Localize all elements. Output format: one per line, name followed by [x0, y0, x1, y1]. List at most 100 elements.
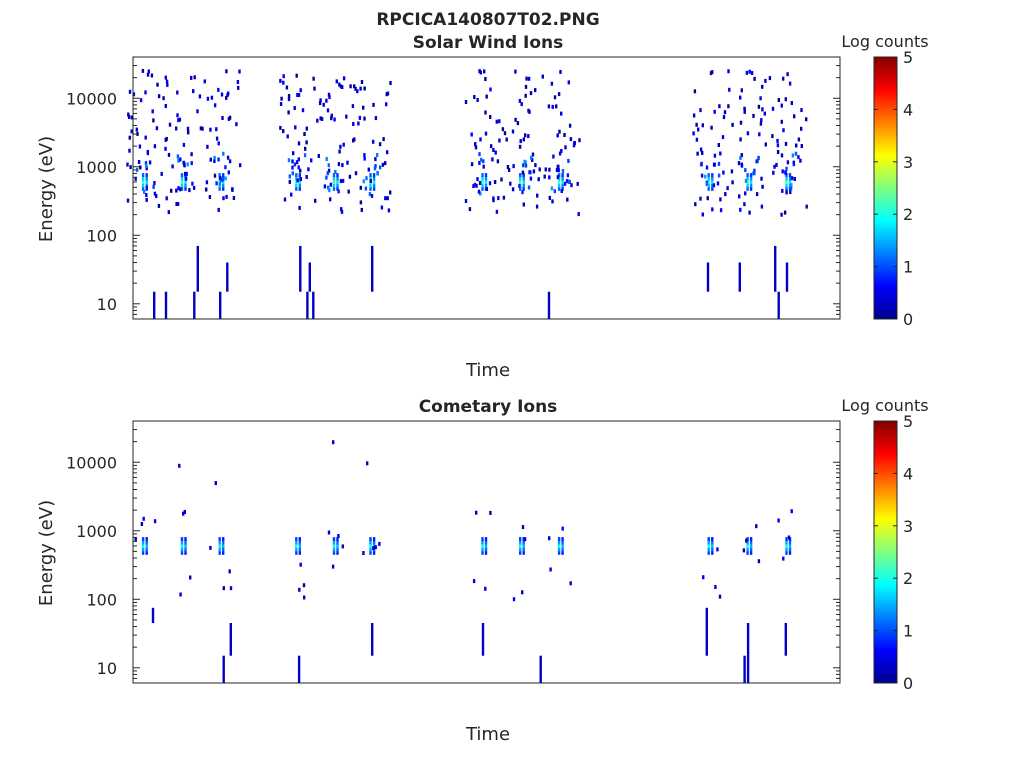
- heatmap-cell: [137, 160, 141, 164]
- heatmap-cell: [225, 194, 228, 199]
- heatmap-cell: [557, 186, 561, 191]
- heatmap-cell: [215, 181, 218, 186]
- colorbar-tick-label: 5: [903, 412, 913, 431]
- heatmap-cell: [780, 212, 783, 217]
- heatmap-cell: [180, 547, 184, 552]
- heatmap-cell: [707, 550, 710, 555]
- heatmap-cell: [366, 461, 369, 466]
- heatmap-cell: [782, 556, 785, 561]
- heatmap-cell: [332, 180, 336, 184]
- heatmap-cell: [338, 82, 341, 87]
- heatmap-cell: [279, 78, 282, 83]
- heatmap-cell: [566, 197, 569, 202]
- heatmap-cell: [775, 162, 778, 167]
- heatmap-cell: [340, 207, 343, 212]
- heatmap-cell: [555, 104, 558, 109]
- heatmap-cell: [786, 72, 789, 77]
- heatmap-cell: [561, 547, 564, 552]
- heatmap-cell: [478, 69, 481, 74]
- heatmap-cell: [164, 104, 167, 108]
- heatmap-cell: [328, 188, 331, 193]
- heatmap-cell: [753, 168, 756, 173]
- heatmap-cell: [217, 87, 220, 92]
- heatmap-cell: [192, 89, 195, 94]
- heatmap-cell: [176, 202, 180, 206]
- heatmap-cell: [478, 160, 481, 165]
- heatmap-cell: [488, 181, 492, 186]
- heatmap-cell: [184, 544, 187, 548]
- heatmap-cell: [484, 547, 488, 552]
- heatmap-cell: [127, 112, 130, 117]
- heatmap-cell: [522, 550, 525, 555]
- heatmap-cell: [193, 291, 196, 319]
- heatmap-cell: [707, 537, 710, 542]
- heatmap-cell: [518, 144, 522, 149]
- heatmap-cell: [130, 115, 134, 120]
- heatmap-cell: [187, 130, 190, 135]
- heatmap-cell: [369, 544, 372, 548]
- heatmap-cell: [773, 164, 776, 169]
- heatmap-cell: [286, 134, 289, 139]
- heatmap-cell: [384, 161, 387, 166]
- heatmap-cell: [782, 128, 785, 133]
- heatmap-cell: [522, 176, 525, 181]
- y-tick-label: 1000: [76, 158, 117, 177]
- colorbar-tick-label: 0: [903, 674, 913, 693]
- heatmap-cell: [548, 195, 551, 200]
- heatmap-cell: [332, 440, 335, 445]
- heatmap-cell: [196, 109, 199, 114]
- heatmap-cell: [470, 162, 474, 167]
- heatmap-cell: [184, 180, 187, 184]
- heatmap-cell: [694, 202, 697, 207]
- heatmap-cell: [279, 125, 282, 130]
- heatmap-cell: [495, 119, 498, 124]
- panel-title: Solar Wind Ions: [413, 33, 564, 53]
- y-tick-label: 10: [97, 295, 117, 314]
- heatmap-cell: [785, 544, 788, 548]
- heatmap-cell: [218, 550, 221, 555]
- heatmap-cell: [493, 180, 497, 184]
- heatmap-cell: [699, 108, 702, 113]
- heatmap-cell: [153, 191, 157, 196]
- heatmap-cell: [750, 71, 754, 75]
- heatmap-cell: [521, 190, 524, 195]
- heatmap-cell: [151, 109, 154, 114]
- heatmap-cell: [532, 169, 536, 174]
- heatmap-cell: [718, 594, 722, 599]
- heatmap-cell: [782, 76, 785, 81]
- heatmap-cell: [184, 547, 187, 552]
- heatmap-cell: [295, 180, 298, 184]
- heatmap-cell: [206, 96, 210, 101]
- heatmap-cell: [742, 548, 746, 553]
- heatmap-cell: [560, 149, 563, 153]
- heatmap-cell: [716, 181, 720, 186]
- heatmap-cell: [780, 119, 783, 124]
- heatmap-cell: [761, 184, 764, 189]
- heatmap-cell: [557, 544, 561, 548]
- heatmap-cell: [745, 538, 748, 543]
- heatmap-cell: [291, 159, 294, 164]
- heatmap-cell: [299, 562, 302, 567]
- heatmap-cell: [522, 540, 525, 545]
- heatmap-cell: [134, 537, 137, 542]
- heatmap-cell: [464, 199, 468, 203]
- heatmap-cell: [551, 104, 554, 109]
- heatmap-cell: [282, 80, 285, 85]
- heatmap-cell: [341, 178, 345, 183]
- heatmap-cell: [744, 168, 747, 173]
- heatmap-cell: [332, 550, 336, 555]
- colorbar-gradient: [873, 420, 898, 684]
- heatmap-cell: [213, 173, 217, 178]
- plot-frame: [132, 56, 841, 320]
- heatmap-cell: [785, 176, 788, 181]
- heatmap-cell: [143, 189, 146, 194]
- heatmap-cell: [711, 183, 714, 188]
- heatmap-cell: [222, 173, 225, 178]
- heatmap-cell: [329, 197, 332, 202]
- heatmap-cell: [485, 94, 488, 99]
- heatmap-cell: [203, 79, 206, 84]
- heatmap-cell: [529, 176, 533, 181]
- heatmap-cell: [385, 102, 388, 107]
- heatmap-cell: [797, 155, 800, 160]
- heatmap-cell: [384, 196, 387, 201]
